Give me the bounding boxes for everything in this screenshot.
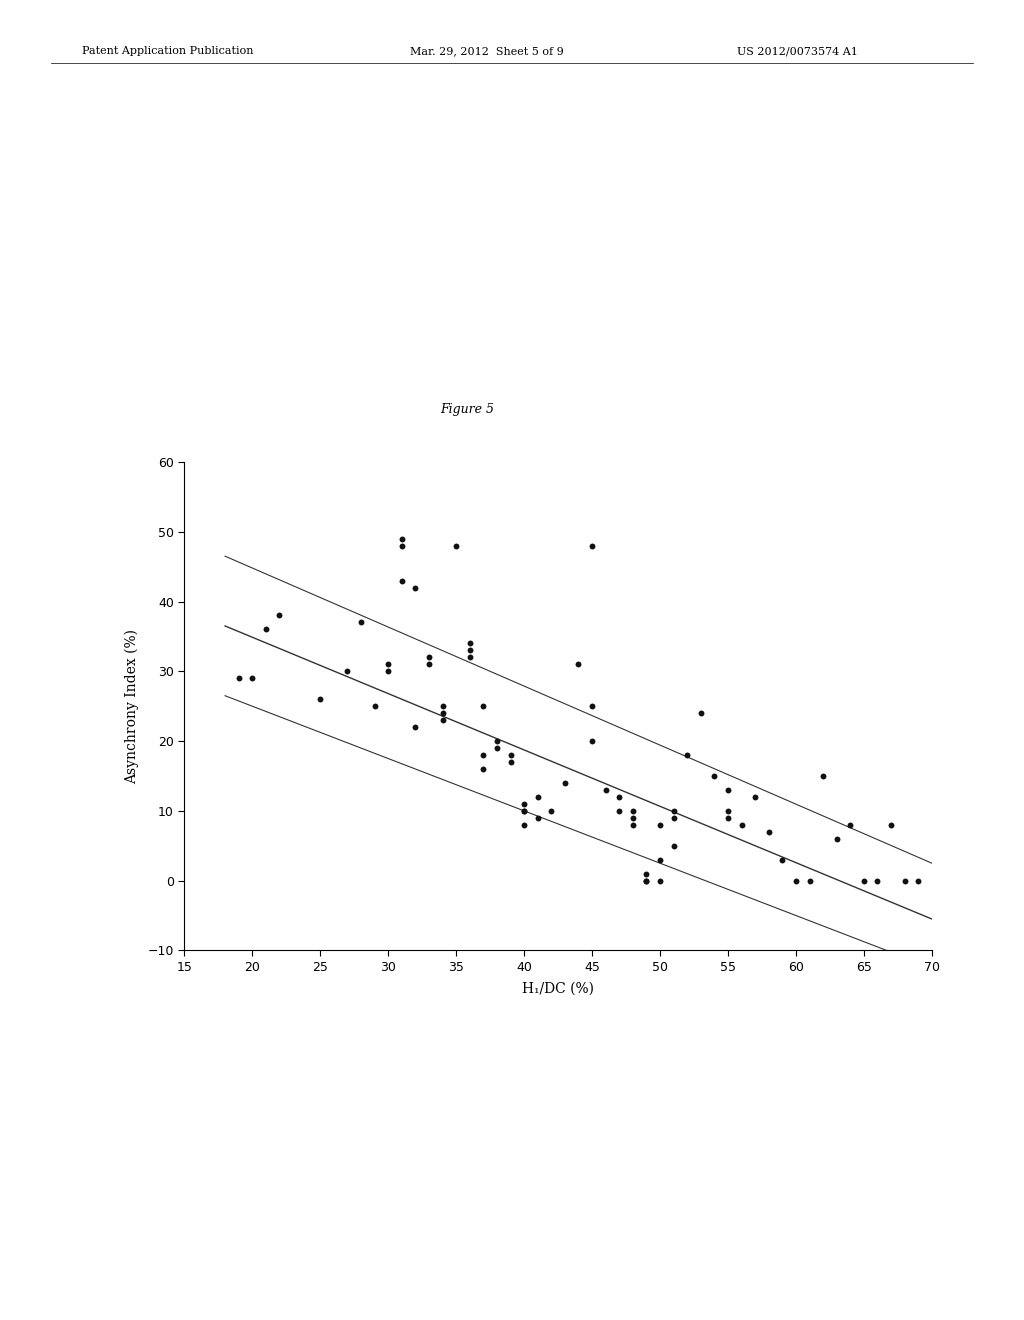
Point <box>625 814 641 836</box>
Point <box>475 696 492 717</box>
X-axis label: H₁/DC (%): H₁/DC (%) <box>522 982 594 997</box>
Text: Patent Application Publication: Patent Application Publication <box>82 46 253 57</box>
Point <box>434 710 451 731</box>
Point <box>503 751 519 772</box>
Text: US 2012/0073574 A1: US 2012/0073574 A1 <box>737 46 858 57</box>
Point <box>503 744 519 766</box>
Point <box>692 702 709 723</box>
Point <box>666 808 682 829</box>
Point <box>462 647 478 668</box>
Point <box>353 612 370 634</box>
Point <box>421 653 437 675</box>
Point <box>244 668 260 689</box>
Point <box>434 696 451 717</box>
Point <box>584 696 600 717</box>
Point <box>856 870 872 891</box>
Point <box>625 800 641 821</box>
Point <box>679 744 695 766</box>
Point <box>393 528 410 549</box>
Point <box>720 779 736 800</box>
Point <box>488 730 505 751</box>
Point <box>774 849 791 870</box>
Point <box>842 814 858 836</box>
Point <box>787 870 804 891</box>
Point <box>462 632 478 653</box>
Point <box>516 814 532 836</box>
Point <box>611 800 628 821</box>
Point <box>584 535 600 556</box>
Point <box>339 661 355 682</box>
Point <box>910 870 927 891</box>
Point <box>611 787 628 808</box>
Point <box>367 696 383 717</box>
Y-axis label: Asynchrony Index (%): Asynchrony Index (%) <box>125 628 139 784</box>
Point <box>883 814 899 836</box>
Point <box>230 668 247 689</box>
Point <box>380 661 396 682</box>
Point <box>380 653 396 675</box>
Point <box>828 828 845 849</box>
Point <box>475 759 492 780</box>
Point <box>802 870 818 891</box>
Point <box>393 535 410 556</box>
Point <box>638 863 654 884</box>
Point <box>529 787 546 808</box>
Point <box>557 772 573 793</box>
Point <box>516 793 532 814</box>
Point <box>597 779 613 800</box>
Point <box>488 738 505 759</box>
Point <box>408 717 424 738</box>
Point <box>666 800 682 821</box>
Point <box>652 814 669 836</box>
Point <box>529 808 546 829</box>
Point <box>869 870 886 891</box>
Point <box>516 800 532 821</box>
Point <box>652 849 669 870</box>
Point <box>271 605 288 626</box>
Point <box>408 577 424 598</box>
Point <box>258 619 274 640</box>
Point <box>462 640 478 661</box>
Point <box>434 702 451 723</box>
Point <box>666 836 682 857</box>
Point <box>652 870 669 891</box>
Point <box>720 808 736 829</box>
Text: Mar. 29, 2012  Sheet 5 of 9: Mar. 29, 2012 Sheet 5 of 9 <box>410 46 563 57</box>
Point <box>312 689 329 710</box>
Point <box>584 730 600 751</box>
Point <box>570 653 587 675</box>
Point <box>516 800 532 821</box>
Point <box>707 766 723 787</box>
Point <box>447 535 464 556</box>
Point <box>393 570 410 591</box>
Point <box>761 821 777 842</box>
Point <box>638 870 654 891</box>
Point <box>638 870 654 891</box>
Point <box>733 814 750 836</box>
Point <box>896 870 912 891</box>
Point <box>543 800 559 821</box>
Point <box>475 744 492 766</box>
Text: Figure 5: Figure 5 <box>440 403 495 416</box>
Point <box>720 800 736 821</box>
Point <box>625 808 641 829</box>
Point <box>815 766 831 787</box>
Point <box>746 787 763 808</box>
Point <box>421 647 437 668</box>
